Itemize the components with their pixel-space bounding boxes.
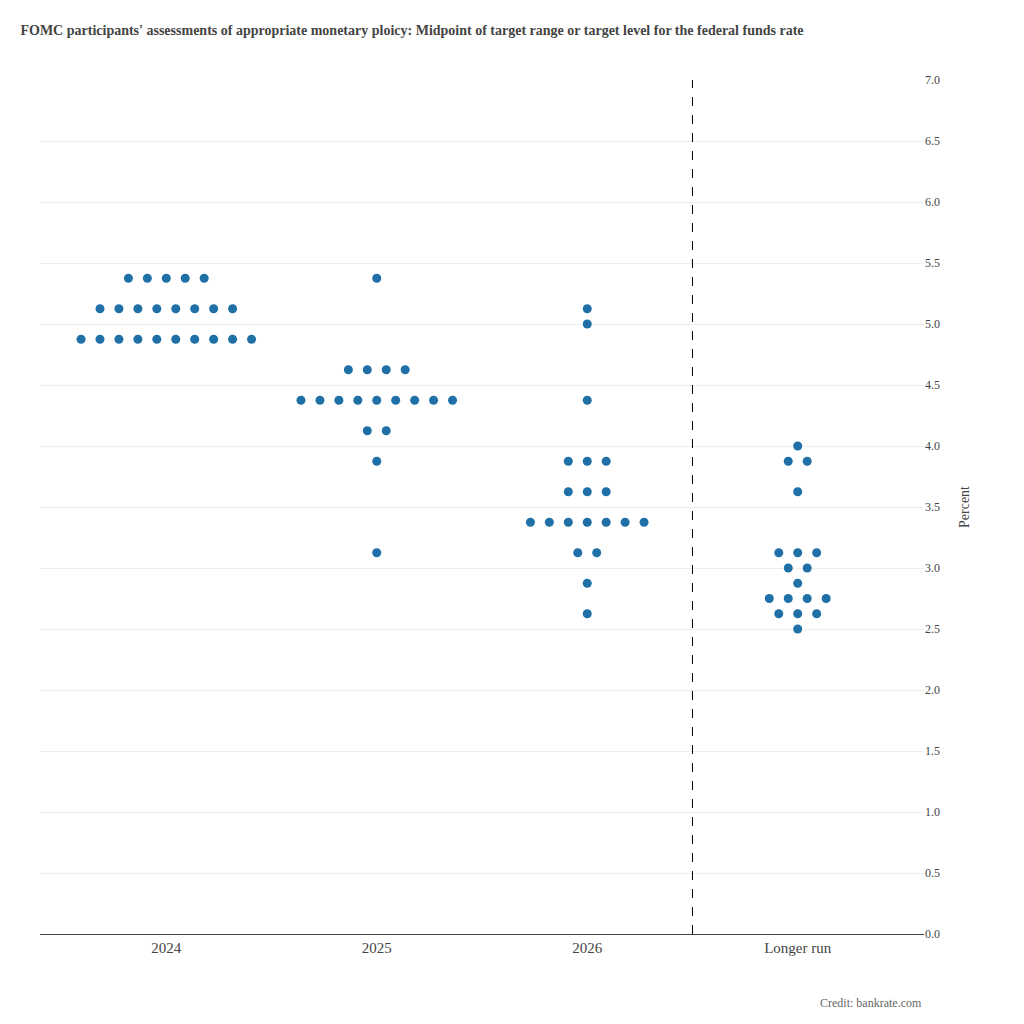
svg-text:5.0: 5.0 xyxy=(925,317,940,331)
svg-text:0.0: 0.0 xyxy=(925,927,940,941)
svg-text:0.5: 0.5 xyxy=(925,866,940,880)
svg-text:3.0: 3.0 xyxy=(925,561,940,575)
svg-text:Percent: Percent xyxy=(957,486,972,528)
svg-text:2.5: 2.5 xyxy=(925,622,940,636)
svg-text:2024: 2024 xyxy=(151,940,182,956)
svg-text:6.0: 6.0 xyxy=(925,195,940,209)
svg-text:3.5: 3.5 xyxy=(925,500,940,514)
svg-text:2.0: 2.0 xyxy=(925,683,940,697)
svg-text:2026: 2026 xyxy=(572,940,603,956)
svg-text:4.5: 4.5 xyxy=(925,378,940,392)
svg-text:1.5: 1.5 xyxy=(925,744,940,758)
svg-text:6.5: 6.5 xyxy=(925,134,940,148)
svg-text:7.0: 7.0 xyxy=(925,73,940,87)
svg-text:Longer run: Longer run xyxy=(764,940,832,956)
svg-text:1.0: 1.0 xyxy=(925,805,940,819)
svg-text:2025: 2025 xyxy=(362,940,392,956)
svg-text:4.0: 4.0 xyxy=(925,439,940,453)
svg-text:Credit: bankrate.com: Credit: bankrate.com xyxy=(820,996,922,1010)
svg-text:FOMC participants' assessments: FOMC participants' assessments of approp… xyxy=(20,23,803,38)
svg-text:5.5: 5.5 xyxy=(925,256,940,270)
